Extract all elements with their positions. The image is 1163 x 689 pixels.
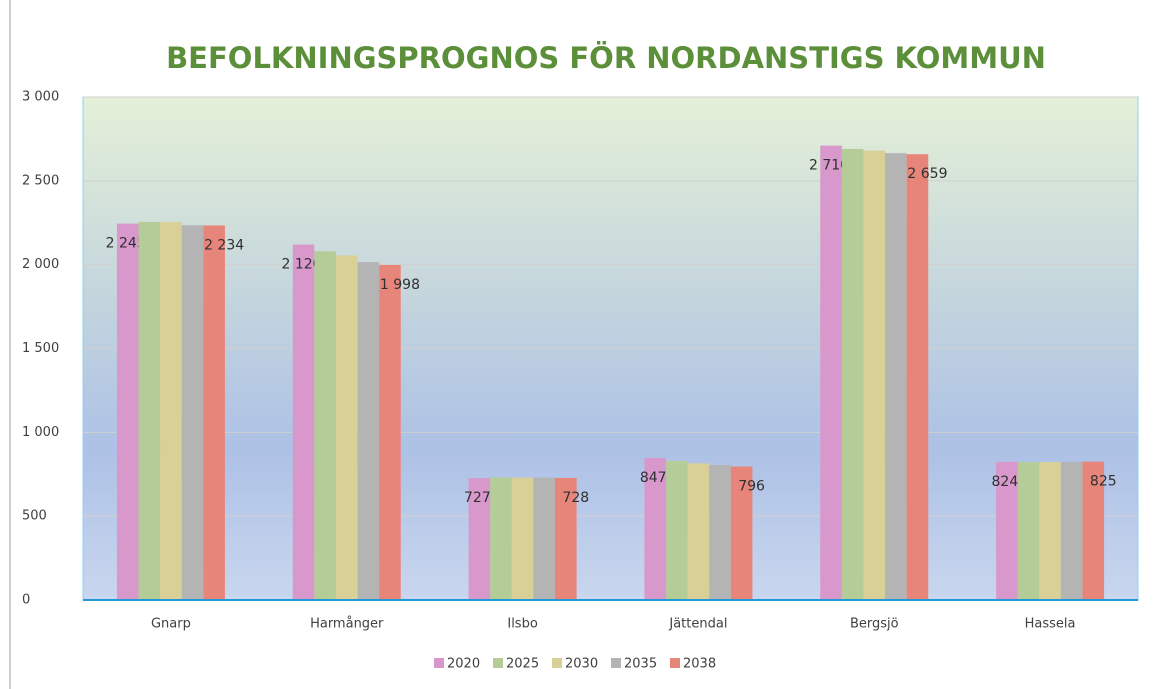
value-label: 825	[1090, 474, 1117, 490]
bar	[468, 478, 491, 600]
chart-title: BEFOLKNINGSPROGNOS FÖR NORDANSTIGS KOMMU…	[166, 41, 1046, 75]
bar	[203, 225, 225, 600]
bar	[709, 465, 731, 600]
value-label: 2 120	[282, 257, 322, 273]
bar	[335, 255, 358, 600]
bar	[1082, 461, 1105, 600]
bar	[554, 477, 577, 600]
bar	[996, 461, 1018, 600]
bar	[820, 145, 842, 600]
value-label: 2 710	[809, 158, 849, 174]
legend-label: 2035	[624, 657, 657, 672]
y-tick-label: 0	[22, 593, 30, 608]
value-label: 2 245	[106, 236, 146, 252]
legend-label: 2020	[447, 657, 480, 672]
value-label: 824	[992, 474, 1019, 490]
bar	[511, 477, 534, 600]
x-tick-label: Harmånger	[310, 617, 384, 632]
legend-label: 2030	[565, 657, 598, 672]
y-tick-label: 2 500	[22, 173, 59, 188]
bar	[181, 225, 204, 600]
legend-swatch	[434, 658, 444, 668]
value-label: 847	[640, 470, 667, 486]
legend-swatch	[493, 658, 503, 668]
value-label: 796	[738, 479, 765, 495]
bar	[666, 460, 688, 600]
legend-swatch	[611, 658, 621, 668]
bar	[885, 153, 907, 600]
bar	[116, 223, 139, 601]
bar	[160, 221, 182, 600]
value-label: 1 998	[380, 277, 420, 293]
bar	[1017, 462, 1040, 600]
bar	[863, 150, 886, 601]
value-label: 2 234	[204, 237, 244, 253]
value-label: 727	[464, 490, 491, 506]
bar	[644, 457, 667, 600]
x-tick-label: Hassela	[1025, 617, 1076, 632]
legend-swatch	[552, 658, 562, 668]
y-tick-label: 1 500	[22, 341, 59, 356]
y-tick-label: 500	[22, 509, 47, 524]
bar	[490, 477, 512, 600]
bar	[379, 265, 401, 600]
bar	[292, 244, 315, 600]
bar	[906, 154, 929, 601]
y-tick-label: 3 000	[22, 90, 59, 105]
bar	[138, 221, 161, 600]
bar	[1060, 461, 1083, 600]
y-tick-label: 1 000	[22, 425, 59, 440]
legend-label: 2025	[506, 657, 539, 672]
x-tick-label: Gnarp	[151, 617, 191, 632]
x-tick-label: Bergsjö	[850, 617, 899, 632]
bar	[687, 463, 710, 600]
y-tick-label: 2 000	[22, 257, 59, 272]
value-label: 2 659	[907, 166, 947, 182]
legend-swatch	[670, 658, 680, 668]
bar	[357, 262, 380, 600]
value-label: 728	[562, 490, 589, 506]
x-tick-label: Ilsbo	[507, 617, 537, 632]
bar	[1039, 462, 1061, 600]
legend-label: 2038	[683, 657, 716, 672]
bar	[314, 251, 336, 600]
bar	[533, 477, 555, 600]
x-tick-label: Jättendal	[668, 617, 727, 632]
bar	[730, 466, 753, 600]
bar	[841, 148, 864, 600]
